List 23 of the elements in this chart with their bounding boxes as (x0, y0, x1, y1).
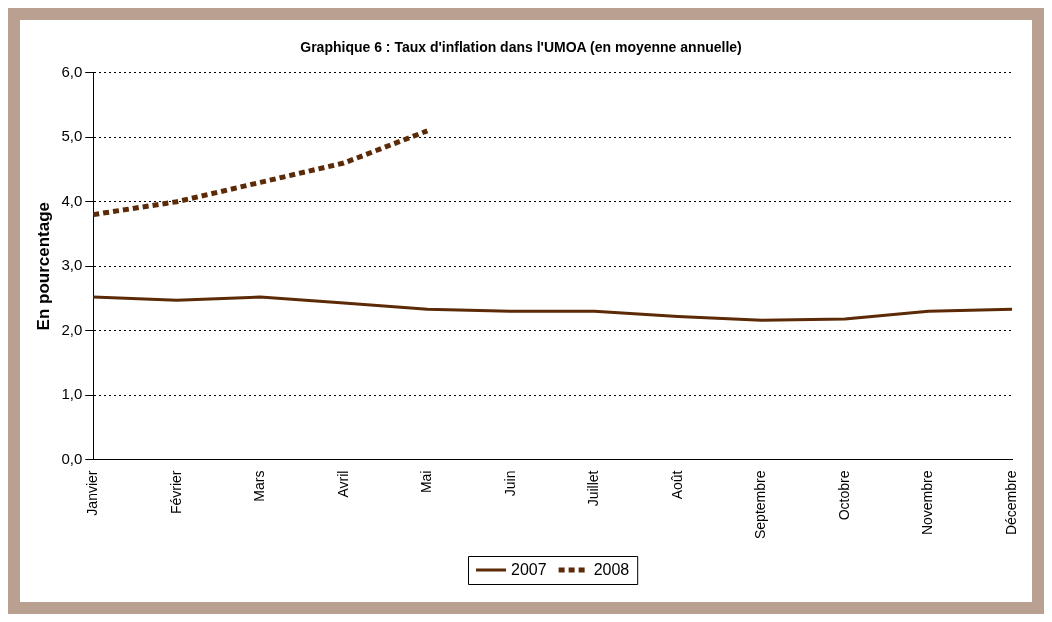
x-tick-label: Juin (501, 470, 518, 497)
chart-title: Graphique 6 : Taux d'inflation dans l'UMOA (en moyenne annuelle) (300, 39, 742, 56)
x-tick-label: Octobre (835, 470, 852, 521)
y-axis-title: En pourcentage (33, 201, 53, 331)
y-tick-label: 5,0 (61, 127, 83, 145)
legend-label: 2007 (511, 561, 547, 579)
x-tick-label: Septembre (752, 470, 769, 539)
x-tick-label: Novembre (919, 470, 936, 536)
y-tick-label: 1,0 (61, 385, 83, 403)
legend-label: 2008 (593, 561, 630, 579)
x-tick-label: Mars (251, 470, 268, 502)
x-tick-label: Décembre (1002, 470, 1019, 536)
y-tick-label: 0,0 (61, 449, 83, 467)
x-tick-label: Avril (334, 470, 351, 498)
y-tick-label: 2,0 (61, 320, 83, 338)
x-tick-label: Mai (418, 470, 435, 494)
y-tick-label: 3,0 (61, 256, 83, 274)
x-tick-label: Août (668, 470, 685, 500)
y-tick-label: 6,0 (61, 62, 83, 80)
x-tick-label: Janvier (84, 470, 101, 516)
x-tick-label: Février (167, 470, 184, 515)
y-tick-label: 4,0 (61, 191, 83, 209)
x-tick-label: Juillet (585, 470, 602, 507)
